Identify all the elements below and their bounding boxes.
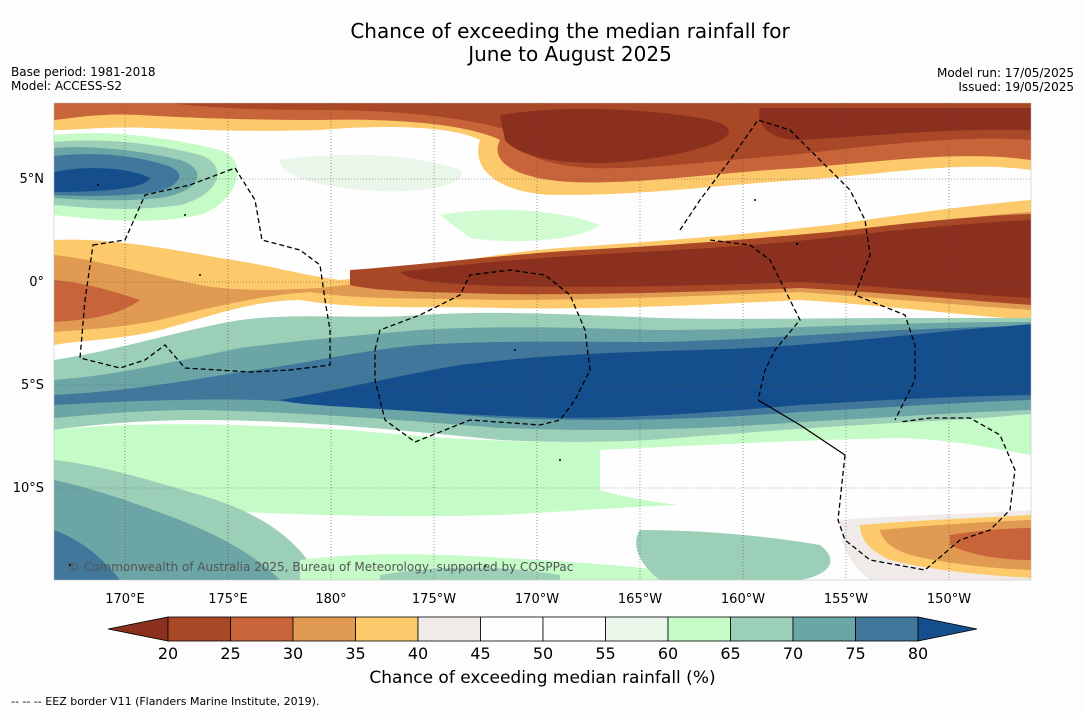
colorbar-segment: [542, 616, 606, 642]
colorbar-segment: [167, 616, 231, 642]
colorbar-segment: [667, 616, 731, 642]
map-frame: [53, 102, 1032, 581]
colorbar-segment: [855, 616, 919, 642]
lat-label: 0°: [29, 275, 44, 290]
meta-right: Model run: 17/05/2025 Issued: 19/05/2025: [937, 66, 1074, 94]
colorbar-tick-label: 75: [845, 644, 865, 663]
title-line-2: June to August 2025: [468, 42, 672, 66]
colorbar-segment: [605, 616, 669, 642]
lon-label: 160°W: [721, 592, 765, 607]
colorbar-segment: [417, 616, 481, 642]
lon-label: 150°W: [927, 592, 971, 607]
colorbar-segment: [792, 616, 856, 642]
colorbar-segment: [292, 616, 356, 642]
map-title: Chance of exceeding the median rainfall …: [0, 20, 1085, 66]
colorbar-tick-label: 25: [220, 644, 240, 663]
meta-left: Base period: 1981-2018 Model: ACCESS-S2: [11, 65, 156, 93]
base-period: Base period: 1981-2018: [11, 65, 156, 79]
colorbar-segment: [230, 616, 294, 642]
eez-legend-note: -- -- -- EEZ border V11 (Flanders Marine…: [11, 695, 320, 708]
lon-label: 170°W: [515, 592, 559, 607]
model-run: Model run: 17/05/2025: [936, 66, 1074, 80]
lon-label: 170°E: [105, 592, 145, 607]
lon-label: 165°W: [618, 592, 662, 607]
colorbar-tick-label: 35: [345, 644, 365, 663]
colorbar-tick-label: 20: [158, 644, 178, 663]
colorbar-segment: [480, 616, 544, 642]
colorbar-tick-label: 65: [720, 644, 740, 663]
colorbar-extend-high: [917, 616, 978, 642]
eez-borders: [79, 119, 1016, 571]
lat-label: 5°N: [20, 172, 45, 187]
lon-label: 155°W: [824, 592, 868, 607]
colorbar-tick-label: 50: [533, 644, 553, 663]
colorbar-segment: [355, 616, 419, 642]
rainfall-field: [54, 103, 1031, 580]
colorbar-tick-label: 45: [470, 644, 490, 663]
issued-date: Issued: 19/05/2025: [958, 80, 1074, 94]
colorbar-tick-label: 70: [783, 644, 803, 663]
longitude-labels: 170°E 175°E 180° 175°W 170°W 165°W 160°W…: [105, 592, 971, 607]
title-line-1: Chance of exceeding the median rainfall …: [350, 19, 790, 43]
colorbar: 20 25 30 35 40 45 50 55 60 65 70 75 80: [107, 616, 978, 663]
gridlines: [54, 103, 1031, 580]
colorbar-tick-label: 30: [283, 644, 303, 663]
colorbar-segment: [730, 616, 794, 642]
colorbar-tick-label: 60: [658, 644, 678, 663]
lon-label: 180°: [315, 592, 346, 607]
islands: [68, 184, 799, 568]
colorbar-tick-label: 55: [595, 644, 615, 663]
lon-label: 175°E: [208, 592, 248, 607]
lat-label: 10°S: [13, 481, 44, 496]
model-name: Model: ACCESS-S2: [11, 79, 123, 93]
copyright-text: © Commonwealth of Australia 2025, Bureau…: [68, 560, 573, 574]
lat-label: 5°S: [21, 378, 44, 393]
colorbar-label: Chance of exceeding median rainfall (%): [369, 668, 716, 688]
lon-label: 175°W: [412, 592, 456, 607]
latitude-labels: 5°N 0° 5°S 10°S: [13, 172, 44, 496]
colorbar-tick-label: 40: [408, 644, 428, 663]
colorbar-tick-label: 80: [908, 644, 928, 663]
colorbar-extend-low: [107, 616, 169, 642]
